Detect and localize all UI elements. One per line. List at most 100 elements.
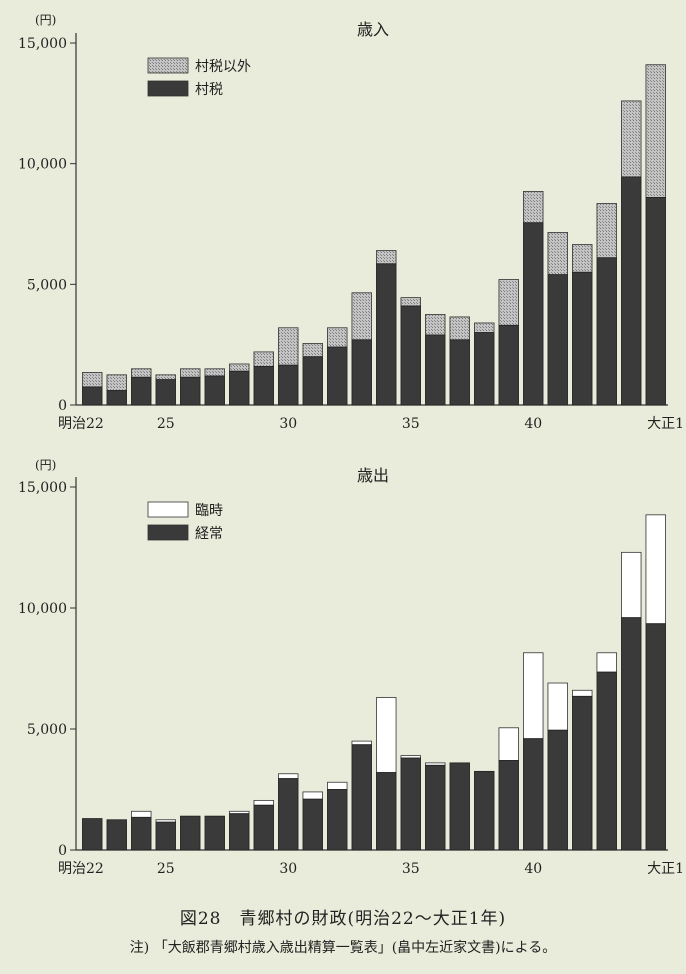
expenditure-legend-swatch bbox=[147, 501, 189, 518]
revenue-bar-other bbox=[596, 203, 617, 259]
revenue-bar-village-tax bbox=[474, 332, 495, 406]
expenditure-bar-ordinary bbox=[204, 815, 225, 851]
expenditure-bar-ordinary bbox=[498, 760, 519, 851]
revenue-bar-village-tax bbox=[498, 324, 519, 406]
expenditure-legend-swatch bbox=[147, 524, 189, 541]
revenue-bar-other bbox=[376, 250, 397, 265]
expenditure-y-tick-label: 15,000 bbox=[18, 480, 67, 496]
revenue-bar-village-tax bbox=[547, 274, 568, 406]
revenue-bar-village-tax bbox=[327, 346, 348, 406]
revenue-bar-village-tax bbox=[645, 197, 666, 406]
expenditure-x-tick-label: 35 bbox=[402, 861, 420, 877]
expenditure-x-tick-label: 30 bbox=[279, 861, 297, 877]
expenditure-bar-ordinary bbox=[645, 623, 666, 851]
expenditure-bar-temporary bbox=[302, 791, 323, 800]
revenue-bar-village-tax bbox=[351, 339, 372, 406]
revenue-chart-title: 歳入 bbox=[357, 20, 389, 39]
expenditure-bar-temporary bbox=[278, 773, 299, 780]
expenditure-bar-temporary bbox=[253, 799, 274, 806]
revenue-bar-other bbox=[278, 327, 299, 366]
revenue-y-tick-label: 0 bbox=[58, 398, 67, 414]
revenue-bar-other bbox=[400, 297, 421, 307]
revenue-unit-label: (円) bbox=[35, 13, 56, 27]
revenue-bar-other bbox=[131, 368, 152, 378]
expenditure-bar-ordinary bbox=[523, 738, 544, 851]
revenue-bar-other bbox=[204, 368, 225, 377]
revenue-bar-other bbox=[547, 232, 568, 276]
expenditure-bar-temporary bbox=[376, 697, 397, 773]
revenue-x-tick-label: 40 bbox=[524, 416, 542, 432]
expenditure-bar-ordinary bbox=[474, 770, 495, 851]
expenditure-bar-ordinary bbox=[131, 816, 152, 851]
revenue-bar-village-tax bbox=[82, 386, 103, 406]
revenue-bar-other bbox=[523, 191, 544, 224]
expenditure-x-tick-label: 40 bbox=[524, 861, 542, 877]
expenditure-bar-ordinary bbox=[155, 821, 176, 851]
revenue-bar-other bbox=[645, 64, 666, 198]
revenue-bar-other bbox=[449, 316, 470, 341]
expenditure-chart-title: 歳出 bbox=[357, 466, 389, 485]
expenditure-bar-temporary bbox=[351, 740, 372, 746]
revenue-x-tick-label: 30 bbox=[279, 416, 297, 432]
expenditure-bar-temporary bbox=[327, 781, 348, 790]
revenue-bar-other bbox=[572, 244, 593, 273]
revenue-x-tick-label: 25 bbox=[157, 416, 175, 432]
revenue-bar-village-tax bbox=[180, 376, 201, 406]
expenditure-bar-temporary bbox=[131, 810, 152, 818]
expenditure-bar-ordinary bbox=[253, 804, 274, 851]
revenue-bar-other bbox=[106, 374, 127, 391]
expenditure-bar-ordinary bbox=[449, 762, 470, 851]
revenue-y-tick-label: 10,000 bbox=[18, 157, 67, 173]
revenue-bar-village-tax bbox=[302, 356, 323, 406]
revenue-x-tick-label: 35 bbox=[402, 416, 420, 432]
expenditure-bar-temporary bbox=[621, 551, 642, 619]
expenditure-x-tick-label: 25 bbox=[157, 861, 175, 877]
revenue-bar-village-tax bbox=[376, 263, 397, 406]
revenue-legend-swatch bbox=[147, 57, 189, 74]
expenditure-bar-ordinary bbox=[572, 695, 593, 851]
expenditure-bar-ordinary bbox=[180, 815, 201, 851]
expenditure-bar-ordinary bbox=[376, 772, 397, 851]
expenditure-bar-ordinary bbox=[351, 744, 372, 851]
expenditure-bar-ordinary bbox=[596, 671, 617, 851]
revenue-bar-village-tax bbox=[425, 334, 446, 406]
expenditure-chart: 歳出 (円) 0 5,000 10,000 15,000 明治22 25 30 35 40 大正1 臨時… bbox=[18, 458, 684, 877]
expenditure-bar-ordinary bbox=[229, 813, 250, 851]
revenue-bar-village-tax bbox=[106, 390, 127, 406]
expenditure-unit-label: (円) bbox=[35, 458, 56, 472]
revenue-bar-other bbox=[229, 363, 250, 372]
revenue-bar-other bbox=[621, 100, 642, 178]
expenditure-bar-temporary bbox=[645, 514, 666, 625]
revenue-bar-village-tax bbox=[572, 271, 593, 406]
expenditure-bar-temporary bbox=[498, 727, 519, 761]
expenditure-bar-ordinary bbox=[621, 617, 642, 851]
revenue-bar-other bbox=[351, 292, 372, 341]
revenue-bar-village-tax bbox=[621, 176, 642, 406]
revenue-bar-other bbox=[425, 314, 446, 336]
expenditure-legend-label: 経常 bbox=[195, 526, 223, 542]
revenue-legend-swatch bbox=[147, 80, 189, 97]
revenue-bar-village-tax bbox=[278, 364, 299, 406]
revenue-bar-other bbox=[155, 374, 176, 381]
expenditure-bar-temporary bbox=[547, 682, 568, 731]
revenue-bar-village-tax bbox=[400, 305, 421, 406]
revenue-bar-other bbox=[180, 368, 201, 378]
expenditure-y-tick-label: 10,000 bbox=[18, 601, 67, 617]
revenue-x-tick-label: 大正1 bbox=[647, 416, 684, 432]
expenditure-bar-ordinary bbox=[425, 764, 446, 851]
expenditure-x-tick-label: 大正1 bbox=[647, 861, 684, 877]
expenditure-bar-ordinary bbox=[547, 729, 568, 851]
revenue-y-tick-label: 15,000 bbox=[18, 36, 67, 52]
expenditure-bar-temporary bbox=[572, 689, 593, 697]
expenditure-y-tick-label: 5,000 bbox=[27, 722, 67, 738]
expenditure-bar-ordinary bbox=[400, 757, 421, 851]
figure-note: 注) 「大飯郡青郷村歳入歳出精算一覧表」(畠中左近家文書)による。 bbox=[129, 940, 557, 956]
revenue-bar-other bbox=[327, 327, 348, 348]
revenue-bar-village-tax bbox=[523, 222, 544, 406]
expenditure-x-tick-label: 明治22 bbox=[58, 861, 104, 877]
expenditure-bar-ordinary bbox=[106, 819, 127, 851]
revenue-bar-other bbox=[82, 372, 103, 388]
revenue-bar-village-tax bbox=[204, 375, 225, 406]
revenue-bar-village-tax bbox=[155, 379, 176, 406]
revenue-bar-village-tax bbox=[253, 365, 274, 406]
